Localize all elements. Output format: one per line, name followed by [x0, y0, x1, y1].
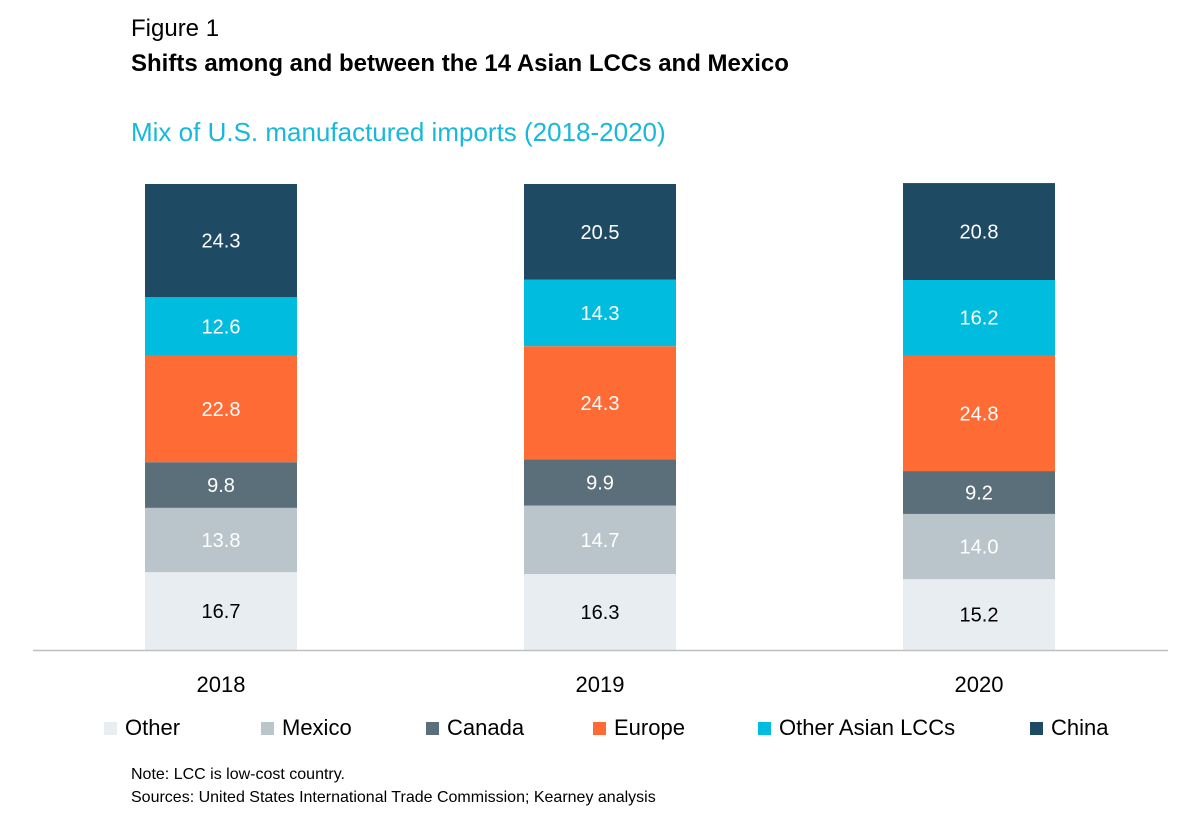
- bar-segment-2020-china: [903, 183, 1055, 280]
- legend-label: Mexico: [282, 715, 352, 740]
- bar-segment-2018-china: [145, 184, 297, 298]
- legend-label: Other: [125, 715, 181, 740]
- legend-item-other: Other: [104, 713, 180, 743]
- data-label: 14.3: [581, 303, 620, 325]
- bar-segment-2019-canada: [524, 459, 676, 506]
- data-label: 9.2: [965, 482, 993, 504]
- data-label: 20.5: [581, 222, 620, 244]
- bar-segment-2020-europe: [903, 355, 1055, 472]
- bar-segment-2019-other: [524, 574, 676, 650]
- legend-swatch: [261, 721, 274, 735]
- bar-segment-2019-mexico: [524, 505, 676, 575]
- legend-swatch: [104, 721, 117, 735]
- data-label: 14.0: [960, 537, 999, 559]
- bar-segment-2019-china: [524, 184, 676, 280]
- legend-item-other-asian-lccs: Other Asian LCCs: [758, 713, 955, 743]
- legend-label: Canada: [447, 715, 525, 740]
- legend-item-europe: Europe: [593, 713, 685, 743]
- bar-segment-2018-other: [145, 572, 297, 650]
- data-label: 9.8: [207, 475, 235, 497]
- legend-swatch: [426, 721, 439, 735]
- legend-item-china: China: [1030, 713, 1108, 743]
- data-label: 24.3: [202, 231, 241, 253]
- data-label: 16.2: [960, 308, 999, 330]
- legend-item-mexico: Mexico: [261, 713, 352, 743]
- figure-label: Figure 1: [131, 15, 220, 42]
- chart-note: Note: LCC is low-cost country.: [131, 766, 345, 783]
- legend-item-canada: Canada: [426, 713, 524, 743]
- legend-swatch: [758, 721, 771, 735]
- bar-segment-2018-canada: [145, 462, 297, 508]
- bar-segment-2018-other-asian-lccs: [145, 297, 297, 356]
- x-tick-label: 2018: [197, 672, 246, 697]
- data-label: 22.8: [202, 399, 241, 421]
- data-label: 15.2: [960, 605, 999, 627]
- data-label: 14.7: [581, 530, 620, 552]
- data-label: 12.6: [202, 317, 241, 339]
- figure-title: Shifts among and between the 14 Asian LC…: [131, 50, 789, 77]
- bar-segment-2019-other-asian-lccs: [524, 279, 676, 347]
- legend-label: Europe: [614, 715, 685, 740]
- x-tick-label: 2019: [576, 672, 625, 697]
- x-tick-label: 2020: [955, 672, 1004, 697]
- data-label: 20.8: [960, 222, 999, 244]
- data-label: 16.7: [202, 601, 241, 623]
- data-label: 13.8: [202, 530, 241, 552]
- bar-segment-2019-europe: [524, 346, 676, 460]
- data-label: 24.8: [960, 403, 999, 425]
- bar-segment-2020-canada: [903, 471, 1055, 514]
- legend-swatch: [593, 721, 606, 735]
- bar-segment-2018-mexico: [145, 507, 297, 573]
- bar-segment-2018-europe: [145, 355, 297, 463]
- bar-segment-2020-other: [903, 579, 1055, 650]
- legend-label: China: [1051, 715, 1109, 740]
- chart-sources: Sources: United States International Tra…: [131, 789, 656, 806]
- chart-title: Mix of U.S. manufactured imports (2018-2…: [131, 117, 666, 147]
- legend-label: Other Asian LCCs: [779, 715, 956, 740]
- data-label: 24.3: [581, 393, 620, 415]
- legend-swatch: [1030, 721, 1043, 735]
- chart-legend: Other Mexico Canada Europe Other Asian LCCs C…: [104, 713, 1164, 743]
- data-label: 9.9: [586, 472, 614, 494]
- data-label: 16.3: [581, 602, 620, 624]
- bar-segment-2020-mexico: [903, 513, 1055, 580]
- bar-segment-2020-other-asian-lccs: [903, 279, 1055, 356]
